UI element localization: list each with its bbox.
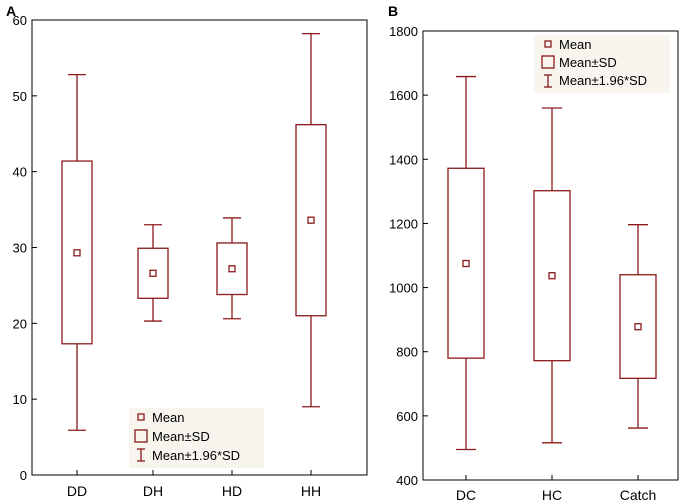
mean-marker [307, 216, 315, 224]
panel-a-letter: A [6, 3, 16, 19]
x-tick-label: HD [222, 483, 242, 499]
panel-a-boxes [61, 33, 327, 431]
x-tick-label: DH [143, 483, 163, 499]
legend-ci-label: Mean±1.96*SD [152, 448, 240, 463]
sd-box [61, 160, 93, 345]
whisker-icon [137, 448, 145, 462]
sd-box [447, 167, 485, 359]
sd-box [137, 247, 169, 299]
box-dd [61, 73, 93, 431]
legend-mean-label: Mean [152, 410, 185, 425]
x-tick-label: Catch [620, 487, 657, 503]
sd-box-icon [134, 429, 148, 443]
legend-sd-label: Mean±SD [559, 55, 617, 70]
panel-b-legend: Mean Mean±SD Mean±1.96*SD [534, 35, 670, 93]
x-tick-label: DD [67, 483, 87, 499]
x-tick-label: HC [542, 487, 562, 503]
mean-marker [634, 323, 642, 331]
box-dh [137, 224, 169, 322]
sd-box [295, 124, 327, 317]
box-hc [533, 107, 571, 444]
panel-a-legend: Mean Mean±SD Mean±1.96*SD [129, 408, 264, 468]
y-tick-label: 1000 [389, 281, 418, 296]
y-tick-label: 400 [396, 473, 418, 488]
panel-b-x-axis: DC HC Catch [456, 475, 656, 503]
x-tick-label: HH [301, 483, 321, 499]
y-tick-label: 1800 [389, 24, 418, 39]
y-tick-label: 0 [20, 468, 27, 483]
y-tick-label: 1200 [389, 216, 418, 231]
panel-a-legend-bg [129, 408, 264, 468]
mean-marker [149, 269, 157, 277]
mean-marker-icon [544, 40, 552, 48]
mean-marker-icon [137, 413, 145, 421]
panel-b: B 400 600 800 1000 1200 1400 1600 1800 DC HC Catc… [388, 3, 679, 503]
panel-b-plot-frame [422, 30, 679, 481]
box-hd [216, 217, 248, 320]
panel-b-boxes [447, 75, 657, 451]
mean-marker [73, 249, 81, 257]
x-tick-label: DC [456, 487, 476, 503]
sd-box [619, 274, 657, 379]
y-tick-label: 30 [13, 241, 27, 256]
box-catch [619, 224, 657, 429]
y-tick-label: 60 [13, 13, 27, 28]
legend-ci-label: Mean±1.96*SD [559, 73, 647, 88]
box-dc [447, 75, 485, 451]
box-hh [295, 33, 327, 408]
panel-b-letter: B [388, 3, 398, 19]
legend-mean-label: Mean [559, 37, 592, 52]
mean-marker [228, 265, 236, 273]
panel-a-x-axis: DD DH HD HH [67, 470, 321, 499]
mean-marker [548, 272, 556, 280]
y-tick-label: 600 [396, 409, 418, 424]
y-tick-label: 10 [13, 392, 27, 407]
mean-marker [462, 259, 470, 268]
y-tick-label: 40 [13, 165, 27, 180]
sd-box [216, 242, 248, 296]
y-tick-label: 20 [13, 316, 27, 331]
legend-sd-label: Mean±SD [152, 429, 210, 444]
panel-a: A 0 10 20 30 40 50 60 DD DH HD HH Mean Mean±SD Me… [6, 3, 368, 499]
panel-b-legend-bg [534, 35, 670, 93]
sd-box-icon [541, 55, 555, 69]
y-tick-label: 50 [13, 89, 27, 104]
whisker-icon [544, 74, 552, 88]
y-tick-label: 1400 [389, 152, 418, 167]
panel-a-y-axis: 0 10 20 30 40 50 60 [13, 13, 37, 483]
y-tick-label: 800 [396, 345, 418, 360]
y-tick-label: 1600 [389, 88, 418, 103]
sd-box [533, 190, 571, 362]
panel-b-y-axis: 400 600 800 1000 1200 1400 1600 1800 [389, 24, 428, 488]
